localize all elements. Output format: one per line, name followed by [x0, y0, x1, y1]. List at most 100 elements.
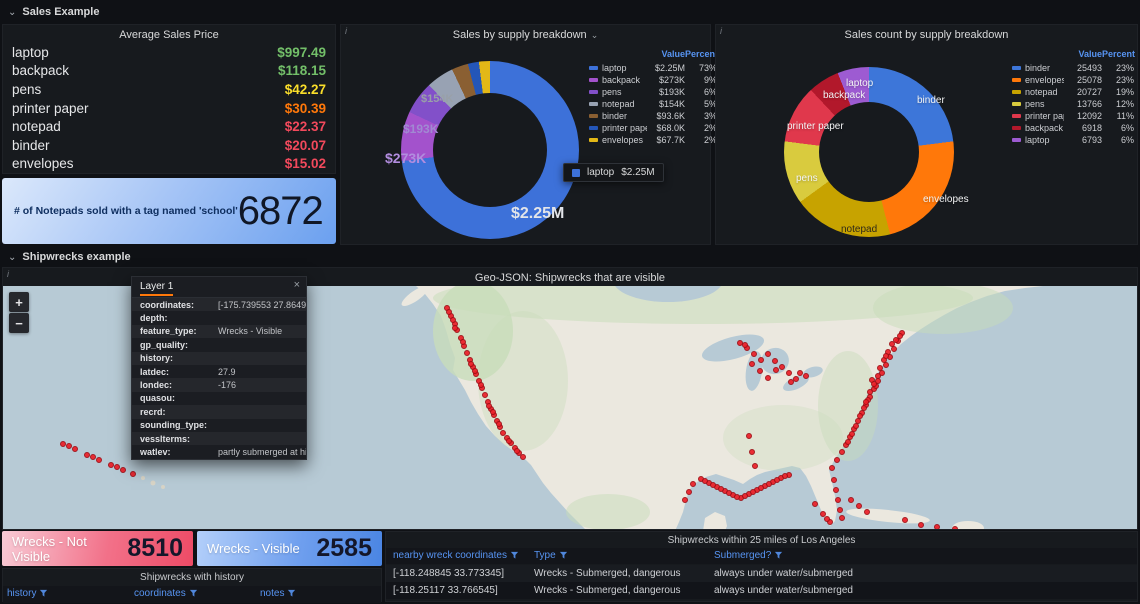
- wreck-marker[interactable]: [496, 421, 502, 427]
- panel-title[interactable]: Sales count by supply breakdown: [844, 29, 1009, 41]
- legend-item[interactable]: printer paper $68.0K 2%: [589, 122, 717, 134]
- wreck-marker[interactable]: [857, 413, 863, 419]
- section-header-sales[interactable]: ⌄ Sales Example: [8, 6, 99, 18]
- close-icon[interactable]: ×: [293, 279, 300, 291]
- wreck-marker[interactable]: [514, 448, 520, 454]
- legend-header-percent[interactable]: Percent: [1102, 49, 1136, 59]
- zoom-in-button[interactable]: +: [9, 292, 29, 312]
- wreck-marker[interactable]: [835, 497, 841, 503]
- filter-icon[interactable]: [189, 589, 198, 598]
- wreck-marker[interactable]: [833, 487, 839, 493]
- wreck-marker[interactable]: [108, 462, 114, 468]
- legend-item[interactable]: printer paper 12092 11%: [1012, 110, 1134, 122]
- wreck-marker[interactable]: [863, 399, 869, 405]
- wreck-marker[interactable]: [682, 497, 688, 503]
- table-row[interactable]: [-118.248845 33.773345] Wrecks - Submerge…: [386, 565, 1137, 582]
- wreck-marker[interactable]: [820, 511, 826, 517]
- wreck-marker[interactable]: [482, 392, 488, 398]
- table-title[interactable]: Shipwrecks with history: [140, 572, 244, 583]
- panel-info-icon[interactable]: i: [7, 269, 9, 279]
- wreck-marker[interactable]: [861, 405, 867, 411]
- section-header-shipwrecks[interactable]: ⌄ Shipwrecks example: [8, 251, 131, 263]
- wreck-marker[interactable]: [883, 353, 889, 359]
- wreck-marker[interactable]: [742, 493, 748, 499]
- wreck-marker[interactable]: [506, 438, 512, 444]
- wreck-marker[interactable]: [779, 364, 785, 370]
- wreck-marker[interactable]: [765, 375, 771, 381]
- wreck-marker[interactable]: [952, 526, 958, 529]
- wreck-marker[interactable]: [758, 357, 764, 363]
- wreck-marker[interactable]: [812, 501, 818, 507]
- wreck-marker[interactable]: [758, 485, 764, 491]
- wreck-marker[interactable]: [746, 433, 752, 439]
- panel-info-icon[interactable]: i: [720, 26, 722, 36]
- wreck-marker[interactable]: [772, 358, 778, 364]
- wreck-marker[interactable]: [749, 361, 755, 367]
- wreck-marker[interactable]: [452, 325, 458, 331]
- wreck-marker[interactable]: [490, 409, 496, 415]
- wreck-marker[interactable]: [72, 446, 78, 452]
- wreck-marker[interactable]: [793, 376, 799, 382]
- panel-title[interactable]: Geo-JSON: Shipwrecks that are visible: [474, 272, 666, 284]
- sales-count-donut-chart[interactable]: [784, 67, 954, 237]
- wreck-marker[interactable]: [478, 382, 484, 388]
- wreck-marker[interactable]: [839, 515, 845, 521]
- wreck-marker[interactable]: [710, 482, 716, 488]
- wreck-marker[interactable]: [803, 373, 809, 379]
- wreck-marker[interactable]: [96, 457, 102, 463]
- wreck-marker[interactable]: [460, 339, 466, 345]
- filter-icon[interactable]: [287, 589, 296, 598]
- wreck-marker[interactable]: [734, 494, 740, 500]
- wreck-marker[interactable]: [686, 489, 692, 495]
- wreck-marker[interactable]: [749, 449, 755, 455]
- table-title[interactable]: Shipwrecks within 25 miles of Los Angele…: [667, 535, 856, 546]
- filter-icon[interactable]: [510, 551, 519, 560]
- legend-item[interactable]: binder 25493 23%: [1012, 62, 1134, 74]
- wreck-marker[interactable]: [486, 403, 492, 409]
- wreck-marker[interactable]: [690, 481, 696, 487]
- legend-item[interactable]: backpack $273K 9%: [589, 74, 717, 86]
- wreck-marker[interactable]: [877, 365, 883, 371]
- wreck-marker[interactable]: [864, 509, 870, 515]
- column-header-coordinates[interactable]: coordinates: [134, 588, 198, 599]
- popup-layer-tab[interactable]: Layer 1: [140, 281, 174, 296]
- legend-item[interactable]: pens 13766 12%: [1012, 98, 1134, 110]
- legend-item[interactable]: notepad 20727 19%: [1012, 86, 1134, 98]
- legend-item[interactable]: laptop $2.25M 73%: [589, 62, 717, 74]
- legend-header-value[interactable]: Value: [1078, 49, 1102, 59]
- wreck-marker[interactable]: [60, 441, 66, 447]
- wreck-marker[interactable]: [837, 507, 843, 513]
- column-header-submerged[interactable]: Submerged?: [714, 550, 783, 561]
- wreck-marker[interactable]: [766, 481, 772, 487]
- wreck-marker[interactable]: [500, 430, 506, 436]
- wreck-marker[interactable]: [891, 346, 897, 352]
- wreck-marker[interactable]: [114, 464, 120, 470]
- column-header-type[interactable]: Type: [534, 550, 568, 561]
- wreck-marker[interactable]: [773, 367, 779, 373]
- wreck-marker[interactable]: [897, 333, 903, 339]
- wreck-marker[interactable]: [90, 454, 96, 460]
- wreck-marker[interactable]: [934, 524, 940, 529]
- wreck-marker[interactable]: [751, 351, 757, 357]
- wreck-marker[interactable]: [464, 350, 470, 356]
- wreck-marker[interactable]: [752, 463, 758, 469]
- legend-header-percent[interactable]: Percent: [685, 49, 719, 59]
- table-row[interactable]: [-118.25117 33.766545] Wrecks - Submerged…: [386, 582, 1137, 599]
- wreck-marker[interactable]: [875, 373, 881, 379]
- wreck-marker[interactable]: [774, 477, 780, 483]
- panel-info-icon[interactable]: i: [345, 26, 347, 36]
- legend-item[interactable]: backpack 6918 6%: [1012, 122, 1134, 134]
- wreck-marker[interactable]: [450, 317, 456, 323]
- wreck-marker[interactable]: [468, 361, 474, 367]
- legend-item[interactable]: envelopes 25078 23%: [1012, 74, 1134, 86]
- wreck-marker[interactable]: [702, 478, 708, 484]
- wreck-marker[interactable]: [918, 522, 924, 528]
- wreck-marker[interactable]: [883, 362, 889, 368]
- wreck-marker[interactable]: [718, 486, 724, 492]
- legend-item[interactable]: laptop 6793 6%: [1012, 134, 1134, 146]
- wreck-marker[interactable]: [902, 517, 908, 523]
- wreck-marker[interactable]: [120, 467, 126, 473]
- wreck-marker[interactable]: [824, 516, 830, 522]
- legend-item[interactable]: envelopes $67.7K 2%: [589, 134, 717, 146]
- legend-header-value[interactable]: Value: [661, 49, 685, 59]
